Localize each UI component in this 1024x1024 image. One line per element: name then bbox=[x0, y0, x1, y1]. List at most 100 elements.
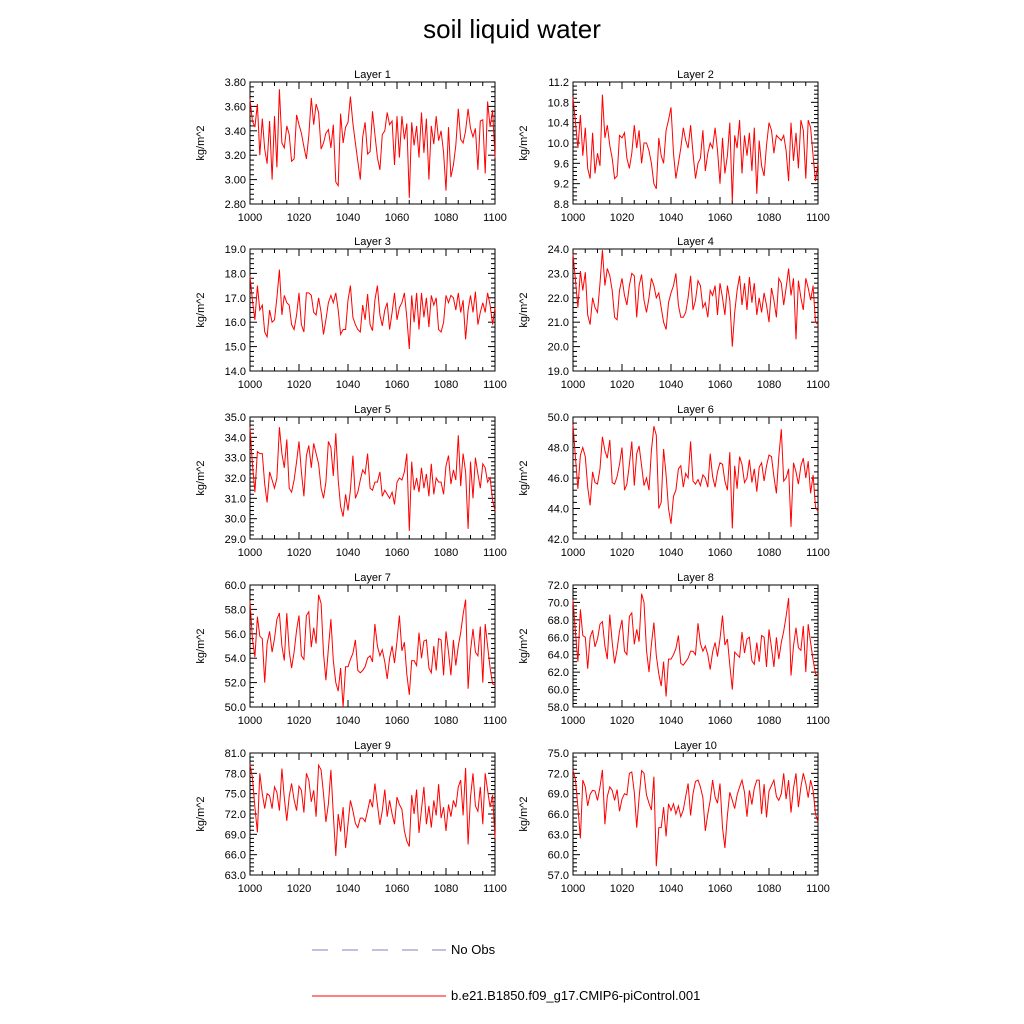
y-tick-label: 23.0 bbox=[548, 268, 569, 280]
y-tick-label: 70.0 bbox=[548, 597, 569, 609]
panel-title: Layer 7 bbox=[354, 572, 391, 584]
y-tick-label: 44.0 bbox=[548, 504, 569, 516]
x-tick-label: 1040 bbox=[659, 715, 683, 727]
x-tick-label: 1080 bbox=[757, 547, 781, 559]
y-tick-label: 50.0 bbox=[225, 702, 246, 714]
plot-frame bbox=[249, 248, 496, 372]
x-tick-label: 1020 bbox=[610, 212, 634, 224]
y-tick-label: 66.0 bbox=[225, 850, 246, 862]
y-tick-label: 35.0 bbox=[225, 412, 246, 424]
x-tick-label: 1100 bbox=[483, 547, 507, 559]
x-tick-label: 1080 bbox=[757, 883, 781, 895]
series-line bbox=[249, 594, 496, 708]
y-tick-label: 3.80 bbox=[225, 77, 246, 89]
x-tick-label: 1060 bbox=[385, 547, 409, 559]
x-tick-label: 1020 bbox=[610, 379, 634, 391]
y-tick-label: 11.2 bbox=[548, 77, 569, 89]
y-tick-label: 63.0 bbox=[225, 870, 246, 882]
y-tick-label: 78.0 bbox=[225, 768, 246, 780]
panel-9: Layer 9 kg/m^2 63.0 66.0 69.0 72.0 75.0 78.0 81.… bbox=[195, 740, 507, 895]
x-tick-label: 1060 bbox=[385, 212, 409, 224]
y-tick-label: 29.0 bbox=[225, 534, 246, 546]
x-tick-label: 1000 bbox=[561, 379, 585, 391]
y-tick-label: 10.0 bbox=[548, 138, 569, 150]
x-tick-label: 1020 bbox=[287, 883, 311, 895]
panel-1: Layer 1 kg/m^2 2.80 3.00 3.20 3.40 3.60 3.80 100… bbox=[195, 69, 507, 224]
y-tick-label: 69.0 bbox=[225, 829, 246, 841]
y-tick-label: 58.0 bbox=[225, 604, 246, 616]
y-tick-label: 22.0 bbox=[548, 293, 569, 305]
y-tick-label: 60.0 bbox=[225, 580, 246, 592]
x-tick-label: 1100 bbox=[806, 212, 830, 224]
x-tick-label: 1040 bbox=[659, 212, 683, 224]
x-tick-label: 1100 bbox=[806, 379, 830, 391]
y-axis-label: kg/m^2 bbox=[195, 460, 207, 495]
y-tick-label: 60.0 bbox=[548, 685, 569, 697]
y-tick-label: 16.0 bbox=[225, 317, 246, 329]
x-tick-label: 1040 bbox=[659, 379, 683, 391]
y-tick-label: 72.0 bbox=[225, 809, 246, 821]
x-tick-label: 1020 bbox=[610, 547, 634, 559]
panel-3: Layer 3 kg/m^2 14.0 15.0 16.0 17.0 18.0 19.0 100… bbox=[195, 236, 507, 391]
y-tick-label: 9.2 bbox=[554, 179, 569, 191]
x-tick-label: 1080 bbox=[434, 547, 458, 559]
x-tick-label: 1100 bbox=[483, 212, 507, 224]
x-tick-label: 1080 bbox=[434, 715, 458, 727]
y-tick-label: 68.0 bbox=[548, 615, 569, 627]
y-tick-label: 32.0 bbox=[225, 473, 246, 485]
x-tick-label: 1060 bbox=[708, 379, 732, 391]
y-tick-label: 15.0 bbox=[225, 342, 246, 354]
panel-4: Layer 4 kg/m^2 19.0 20.0 21.0 22.0 23.0 24.0 100… bbox=[518, 236, 830, 391]
x-tick-label: 1100 bbox=[806, 883, 830, 895]
y-axis-label: kg/m^2 bbox=[518, 292, 530, 327]
x-tick-label: 1040 bbox=[336, 379, 360, 391]
x-tick-label: 1040 bbox=[336, 883, 360, 895]
y-tick-label: 66.0 bbox=[548, 809, 569, 821]
panel-title: Layer 2 bbox=[677, 69, 714, 81]
y-tick-label: 10.8 bbox=[548, 97, 569, 109]
y-axis-label: kg/m^2 bbox=[518, 628, 530, 663]
x-tick-label: 1080 bbox=[434, 883, 458, 895]
y-tick-label: 9.6 bbox=[554, 158, 569, 170]
y-tick-label: 31.0 bbox=[225, 493, 246, 505]
y-tick-label: 18.0 bbox=[225, 268, 246, 280]
x-tick-label: 1020 bbox=[287, 547, 311, 559]
x-tick-label: 1060 bbox=[708, 212, 732, 224]
plot-frame bbox=[572, 752, 819, 876]
x-tick-label: 1060 bbox=[385, 379, 409, 391]
y-tick-label: 72.0 bbox=[548, 768, 569, 780]
y-tick-label: 81.0 bbox=[225, 748, 246, 760]
y-tick-label: 63.0 bbox=[548, 829, 569, 841]
y-tick-label: 21.0 bbox=[548, 317, 569, 329]
series-line bbox=[572, 769, 819, 867]
panel-2: Layer 2 kg/m^2 8.8 9.2 9.6 10.0 10.4 10.8 11.2 10… bbox=[518, 69, 830, 224]
panel-title: Layer 5 bbox=[354, 404, 391, 416]
y-tick-label: 17.0 bbox=[225, 293, 246, 305]
panel-5: Layer 5 kg/m^2 29.0 30.0 31.0 32.0 33.0 34.0 35.… bbox=[195, 404, 507, 559]
legend-label-model: b.e21.B1850.f09_g17.CMIP6-piControl.001 bbox=[451, 988, 701, 1003]
panel-title: Layer 3 bbox=[354, 236, 391, 248]
x-tick-label: 1000 bbox=[561, 883, 585, 895]
y-tick-label: 69.0 bbox=[548, 789, 569, 801]
x-tick-label: 1100 bbox=[483, 883, 507, 895]
x-tick-label: 1000 bbox=[238, 715, 262, 727]
y-tick-label: 54.0 bbox=[225, 653, 246, 665]
x-tick-label: 1040 bbox=[659, 547, 683, 559]
x-tick-label: 1080 bbox=[757, 715, 781, 727]
y-tick-label: 3.00 bbox=[225, 175, 246, 187]
y-tick-label: 62.0 bbox=[548, 667, 569, 679]
x-tick-label: 1000 bbox=[561, 715, 585, 727]
x-tick-label: 1080 bbox=[757, 379, 781, 391]
panel-8: Layer 8 kg/m^2 58.0 60.0 62.0 64.0 66.0 68.0 70.… bbox=[518, 572, 830, 727]
panel-6: Layer 6 kg/m^2 42.0 44.0 46.0 48.0 50.0 1000 102… bbox=[518, 404, 830, 559]
y-tick-label: 58.0 bbox=[548, 702, 569, 714]
y-tick-label: 75.0 bbox=[548, 748, 569, 760]
panels-group: Layer 1 kg/m^2 2.80 3.00 3.20 3.40 3.60 3.80 100… bbox=[195, 69, 830, 895]
x-tick-label: 1100 bbox=[806, 547, 830, 559]
x-tick-label: 1000 bbox=[238, 379, 262, 391]
y-tick-label: 72.0 bbox=[548, 580, 569, 592]
panel-7: Layer 7 kg/m^2 50.0 52.0 54.0 56.0 58.0 60.0 100… bbox=[195, 572, 507, 727]
x-tick-label: 1060 bbox=[708, 715, 732, 727]
y-tick-label: 24.0 bbox=[548, 244, 569, 256]
series-line bbox=[572, 593, 819, 697]
